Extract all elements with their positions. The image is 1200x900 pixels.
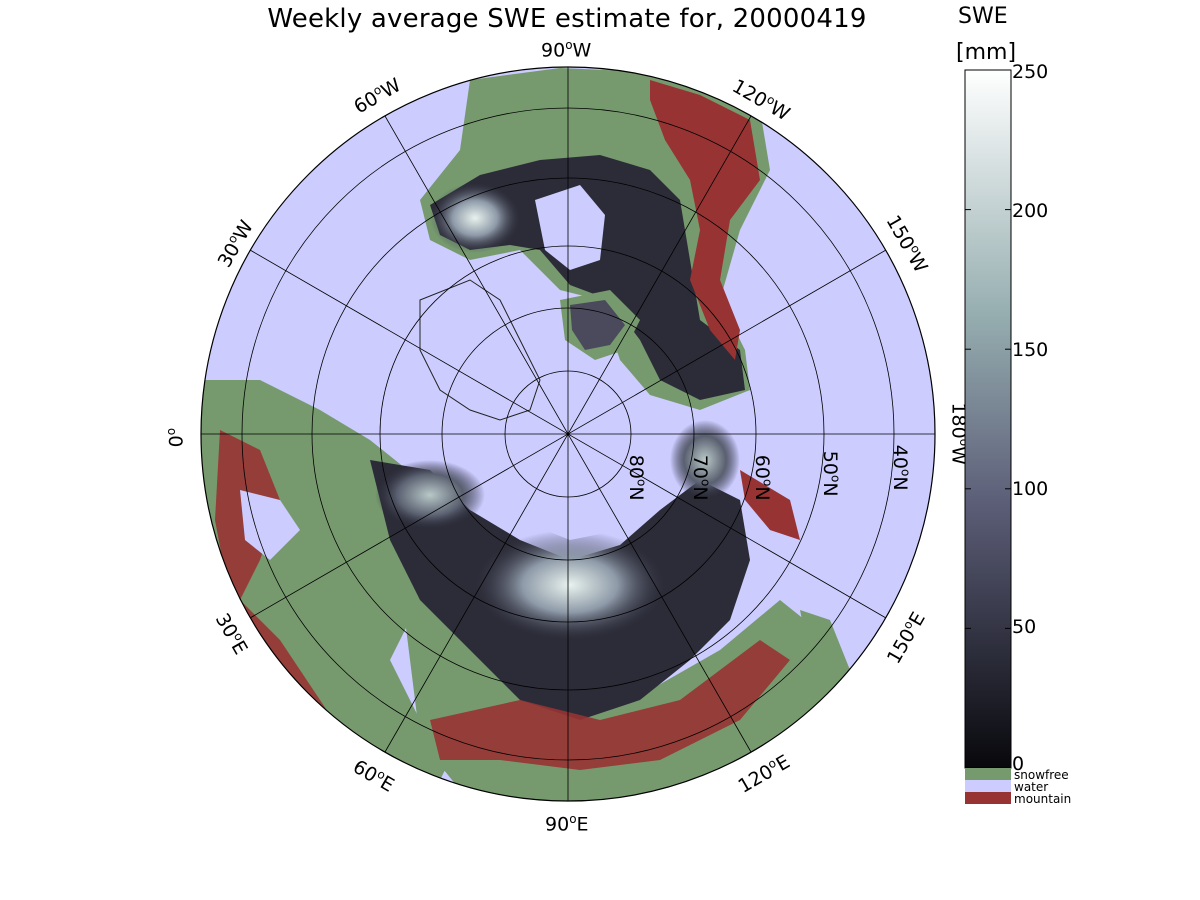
colorbar-svg [964,69,1012,804]
swe-peak-scandinavia [375,460,485,530]
japan [800,610,850,700]
legend-label-snowfree: snowfree [1014,768,1069,782]
legend-label-water: water [1014,780,1049,794]
lon-label-90w: 90oW [541,38,592,62]
legend-label-mountain: mountain [1014,792,1072,806]
colorbar-tick-50: 50 [1012,616,1037,638]
colorbar-title-swe: SWE [958,4,1008,29]
mediterranean [240,490,300,560]
map-content [201,67,935,801]
lat-label-70n: 70oN [689,454,713,501]
greenland [419,279,541,421]
colorbar-title-unit: [mm] [956,40,1017,65]
swe-peak-quebec [430,183,520,253]
colorbar-gradient [964,69,1012,769]
legend-swatch-mountain [965,792,1011,804]
swe-peak-siberia [475,530,665,640]
colorbar-tick-250: 250 [1012,61,1049,83]
na-mountains [650,80,760,360]
lon-label-90e: 90oE [545,812,589,836]
arctic-islands-snow [570,300,625,350]
map-title: Weekly average SWE estimate for, 2000041… [267,4,867,34]
legend-swatch-snowfree [965,768,1011,780]
colorbar-tick-0: 0 [1012,753,1025,775]
swe-peak-east-siberia [670,420,740,500]
lat-label-40n: 40oN [889,444,913,491]
asia-mountains [430,640,790,770]
graticule [200,66,936,802]
hudson-bay [535,185,605,270]
kamchatka-mountains [740,470,800,540]
lat-label-80n: 80oN [625,454,649,501]
colorbar-tick-200: 200 [1012,200,1049,222]
lat-label-50n: 50oN [819,450,843,497]
colorbar-tick-150: 150 [1012,339,1049,361]
lon-label-0: 0o [164,427,188,448]
arctic-ocean-eurasia [510,460,650,540]
legend-swatch-water [965,780,1011,792]
meridian-150w-30e [249,249,887,619]
lat-label-60n: 60oN [751,454,775,501]
colorbar-tick-100: 100 [1012,478,1049,500]
